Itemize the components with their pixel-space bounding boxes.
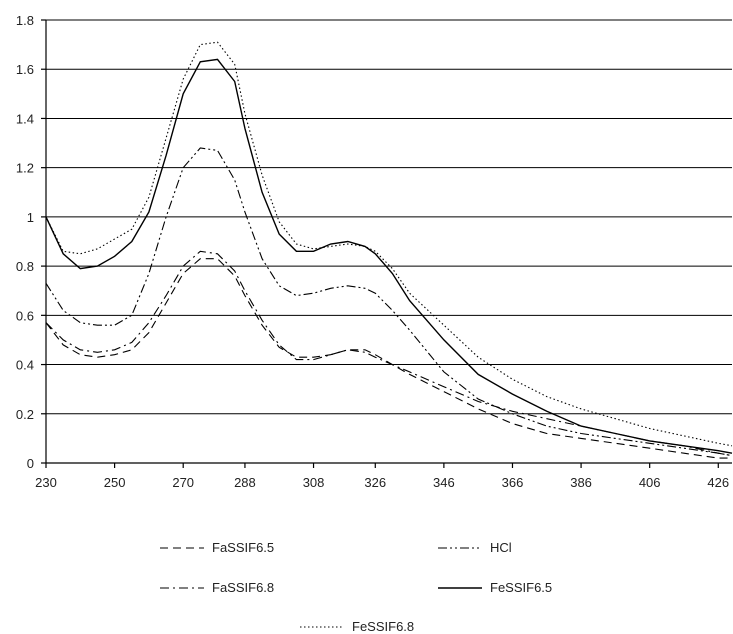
y-tick-label: 1.4 bbox=[16, 111, 34, 126]
x-tick-label: 326 bbox=[364, 475, 386, 490]
x-tick-label: 346 bbox=[433, 475, 455, 490]
series-line-FeSSIF6.5 bbox=[45, 58, 733, 454]
y-tick-label: 1 bbox=[27, 210, 34, 225]
x-tick-label: 270 bbox=[172, 475, 194, 490]
x-tick-label: 366 bbox=[502, 475, 524, 490]
legend-label: HCl bbox=[490, 540, 512, 555]
series-line-FeSSIF6.8 bbox=[45, 41, 733, 447]
legend-label: FeSSIF6.8 bbox=[352, 619, 414, 634]
x-tick-label: 406 bbox=[639, 475, 661, 490]
x-tick-label: 250 bbox=[104, 475, 126, 490]
x-tick-label: 288 bbox=[234, 475, 256, 490]
legend-label: FaSSIF6.8 bbox=[212, 580, 274, 595]
y-tick-label: 0.6 bbox=[16, 308, 34, 323]
y-axis: 0 0.2 0.4 0.6 0.8 1 1.2 1.4 1.6 1.8 bbox=[16, 13, 47, 471]
x-tick-label: 386 bbox=[570, 475, 592, 490]
gridlines bbox=[46, 19, 732, 464]
series-line-HCl bbox=[45, 147, 733, 457]
series-line-FaSSIF6.8 bbox=[45, 250, 733, 457]
y-tick-label: 0.2 bbox=[16, 407, 34, 422]
x-axis: 230 250 270 288 308 326 346 366 386 406 426 bbox=[35, 462, 732, 490]
x-tick-label: 230 bbox=[35, 475, 57, 490]
y-tick-label: 1.6 bbox=[16, 62, 34, 77]
y-tick-label: 0.8 bbox=[16, 259, 34, 274]
x-tick-label: 426 bbox=[707, 475, 729, 490]
y-tick-label: 0 bbox=[27, 456, 34, 471]
legend-label: FaSSIF6.5 bbox=[212, 540, 274, 555]
legend: FaSSIF6.5 FaSSIF6.8 HCl FeSSIF6.5 FeSSIF6.8 bbox=[160, 540, 552, 634]
y-tick-label: 1.2 bbox=[16, 161, 34, 176]
y-tick-label: 1.8 bbox=[16, 13, 34, 28]
series-line-FaSSIF6.5 bbox=[45, 258, 732, 459]
legend-label: FeSSIF6.5 bbox=[490, 580, 552, 595]
x-tick-label: 308 bbox=[303, 475, 325, 490]
series-lines bbox=[45, 41, 733, 459]
y-tick-label: 0.4 bbox=[16, 358, 34, 373]
